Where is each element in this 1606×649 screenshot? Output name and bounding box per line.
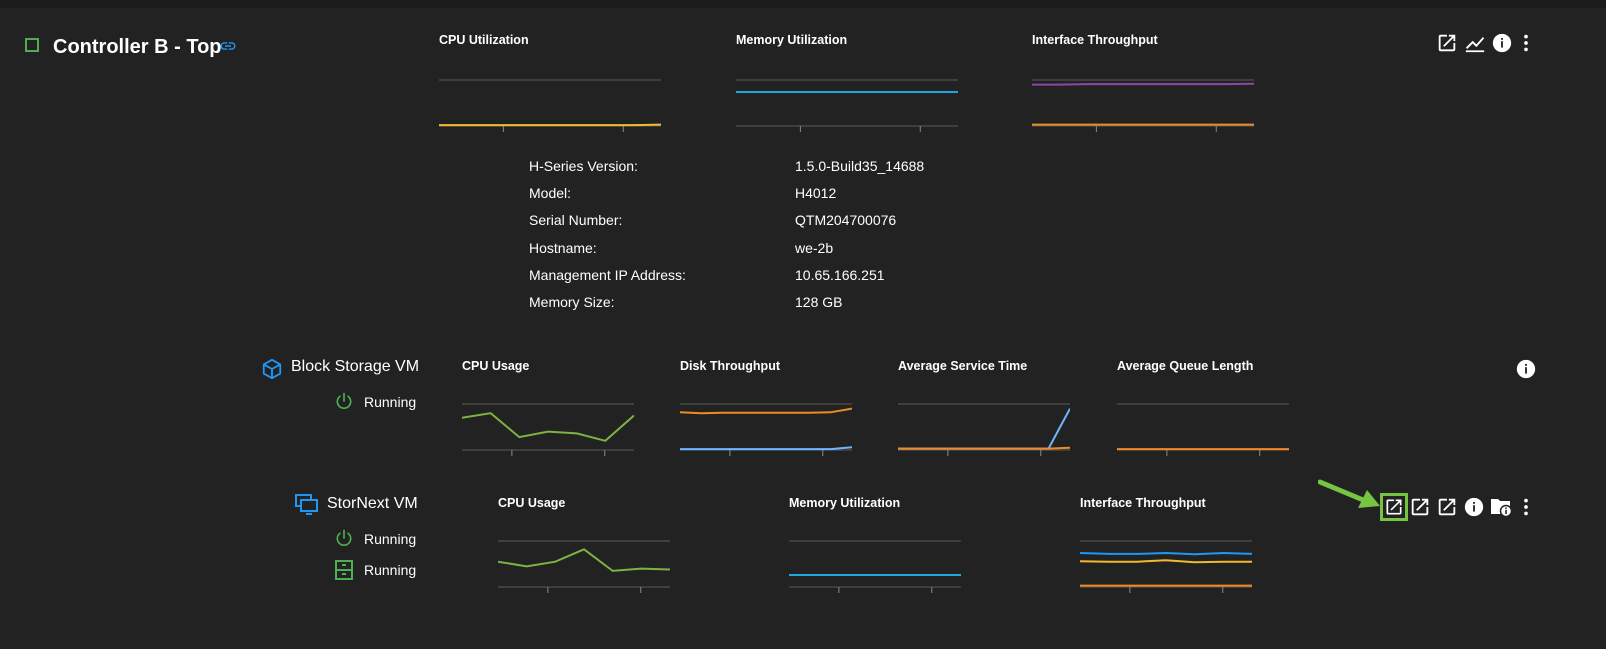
- bs-avg-service-time-chart: [898, 403, 1070, 456]
- memory-utilization-chart: [736, 79, 958, 132]
- bs-cpu-usage-chart: [462, 403, 634, 456]
- controller-title-text: Controller B - Top: [53, 36, 222, 58]
- chart-title-interface-throughput: Interface Throughput: [1032, 33, 1158, 47]
- info-value-hostname: we-2b: [795, 240, 834, 256]
- info-label-hostname: Hostname:: [529, 240, 597, 256]
- chart-series-line: [1032, 82, 1254, 86]
- more-vert-icon[interactable]: [1514, 31, 1538, 55]
- cube-icon: [261, 358, 283, 380]
- info-value-serial: QTM204700076: [795, 212, 897, 228]
- info-label-memory: Memory Size:: [529, 294, 615, 310]
- stornext-vm-status-power: Running: [364, 531, 417, 547]
- info-icon[interactable]: [1514, 357, 1538, 381]
- callout-arrow: [1318, 478, 1384, 512]
- monitor-icon: [295, 494, 319, 516]
- info-icon[interactable]: [1490, 31, 1514, 55]
- chart-series-line: [1080, 559, 1252, 564]
- info-value-model: H4012: [795, 185, 837, 201]
- stornext-vm-name: StorNext VM: [327, 495, 418, 512]
- open-external-icon-highlighted[interactable]: [1380, 493, 1408, 521]
- info-label-serial: Serial Number:: [529, 212, 623, 228]
- power-icon: [334, 391, 354, 411]
- chart-title-bs-cpu-usage: CPU Usage: [462, 359, 530, 373]
- bs-disk-throughput-chart: [680, 403, 852, 456]
- sn-interface-throughput-chart: [1080, 540, 1252, 593]
- block-storage-vm-name: Block Storage VM: [291, 358, 420, 375]
- info-value-version: 1.5.0-Build35_14688: [795, 158, 925, 174]
- chart-title-bs-avg-queue-length: Average Queue Length: [1117, 359, 1254, 373]
- power-icon: [334, 528, 354, 548]
- select-checkbox[interactable]: [25, 38, 39, 52]
- block-storage-vm-status: Running: [364, 394, 417, 410]
- open-external-icon[interactable]: [1435, 495, 1459, 519]
- chart-title-sn-cpu-usage: CPU Usage: [498, 496, 566, 510]
- sn-memory-utilization-chart: [789, 540, 961, 593]
- controller-card: [0, 8, 1606, 649]
- open-external-icon[interactable]: [1408, 495, 1432, 519]
- cpu-utilization-chart: [439, 79, 661, 132]
- interface-throughput-chart: [1032, 79, 1254, 132]
- chart-series-line: [680, 446, 852, 451]
- open-external-icon[interactable]: [1435, 31, 1459, 55]
- chart-title-sn-memory-utilization: Memory Utilization: [789, 496, 901, 510]
- chart-series-line: [439, 123, 661, 127]
- chart-series-line: [462, 412, 634, 442]
- chart-title-bs-avg-service-time: Average Service Time: [898, 359, 1028, 373]
- chart-title-bs-disk-throughput: Disk Throughput: [680, 359, 780, 373]
- link-icon[interactable]: [217, 37, 239, 55]
- chart-series-line: [1080, 551, 1252, 556]
- info-label-model: Model:: [529, 185, 572, 201]
- chart-series-line: [498, 548, 670, 572]
- info-label-version: H-Series Version:: [529, 158, 638, 174]
- chart-title-memory-utilization: Memory Utilization: [736, 33, 848, 47]
- chart-series-line: [898, 446, 1070, 450]
- info-icon[interactable]: [1462, 495, 1486, 519]
- stornext-vm-status-storage: Running: [364, 562, 417, 578]
- info-value-memory: 128 GB: [795, 294, 843, 310]
- chart-title-sn-interface-throughput: Interface Throughput: [1080, 496, 1206, 510]
- chart-series-line: [898, 408, 1070, 450]
- storage-drawer-icon: [335, 560, 353, 580]
- sn-cpu-usage-chart: [498, 540, 670, 593]
- more-vert-icon[interactable]: [1514, 495, 1538, 519]
- info-value-mgmt-ip: 10.65.166.251: [795, 267, 885, 283]
- folder-info-icon[interactable]: [1489, 495, 1513, 519]
- controller-title: Controller B - Top: [53, 36, 222, 59]
- chart-series-line: [680, 407, 852, 415]
- info-label-mgmt-ip: Management IP Address:: [529, 267, 686, 283]
- bs-avg-queue-length-chart: [1117, 403, 1289, 456]
- chart-line-icon[interactable]: [1463, 31, 1487, 55]
- chart-title-cpu-utilization: CPU Utilization: [439, 33, 529, 47]
